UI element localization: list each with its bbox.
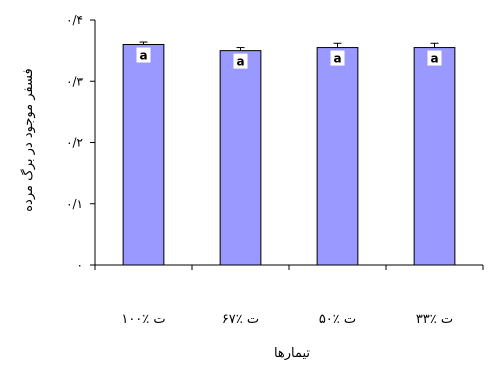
y-tick-label: ۰ (77, 258, 83, 272)
x-tick-label: ت ٪۱۰۰ (121, 312, 165, 327)
y-axis-title: فسفر موجود در برگ مرده (19, 68, 36, 212)
x-tick-label: ت ٪۵۰ (319, 312, 356, 327)
y-tick-label: ۰/۴ (66, 13, 83, 27)
y-tick-label: ۰/۱ (66, 197, 83, 211)
bar (122, 44, 165, 266)
x-tick-label: ت ٪۶۷ (222, 312, 259, 327)
significance-label-bg (233, 53, 248, 69)
y-tick-label: ۰/۲ (66, 136, 83, 150)
significance-label: a (139, 49, 147, 63)
y-axis: ۰ ۰/۱ ۰/۲ ۰/۳ ۰/۴ (66, 13, 96, 272)
bar (316, 47, 359, 266)
significance-label-bg (330, 50, 345, 66)
x-tick-label: ت ٪۳۳ (416, 312, 453, 327)
significance-label: a (430, 52, 438, 66)
x-axis-title: تیمارها (274, 346, 310, 361)
significance-label: a (236, 55, 244, 69)
significance-label: a (333, 52, 341, 66)
significance-label-bg (427, 50, 442, 66)
bar (413, 47, 456, 266)
x-axis: ت ٪۱۰۰ ت ٪۶۷ ت ٪۵۰ ت ٪۳۳ (94, 264, 484, 327)
y-tick-label: ۰/۳ (66, 74, 83, 88)
bar (219, 50, 262, 266)
significance-label-bg (136, 47, 151, 63)
